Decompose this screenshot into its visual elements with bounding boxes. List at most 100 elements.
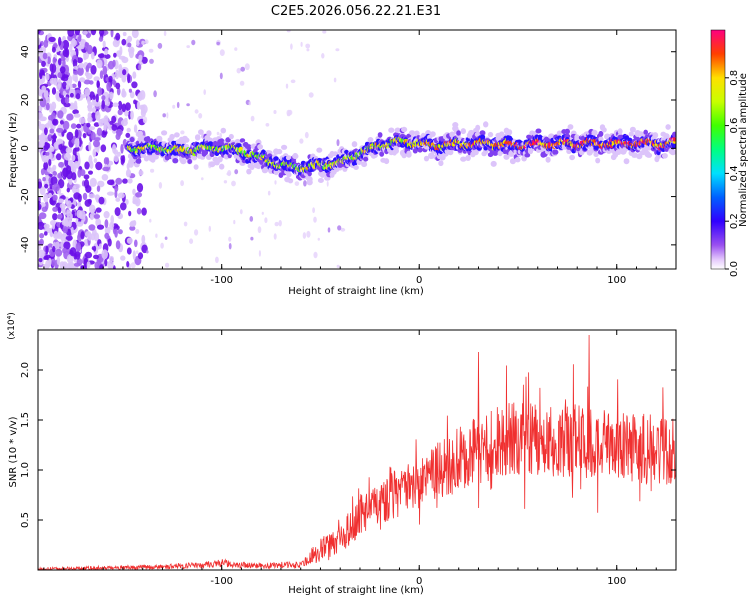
noise-speckle: [43, 39, 49, 48]
noise-speckle: [216, 41, 220, 46]
ridge-cell: [406, 133, 412, 139]
noise-speckle: [183, 221, 188, 227]
noise-speckle: [73, 113, 81, 118]
y-tick-label: -20: [20, 188, 31, 204]
ridge-cell: [180, 158, 187, 165]
noise-speckle: [62, 48, 69, 58]
spectrogram-heatmap: [38, 30, 676, 269]
noise-speckle: [97, 53, 105, 59]
noise-speckle: [87, 101, 93, 110]
ridge-cell: [401, 126, 408, 133]
noise-speckle: [62, 120, 70, 130]
noise-speckle: [118, 100, 123, 111]
ridge-cell: [465, 155, 471, 161]
noise-speckle: [101, 249, 108, 260]
noise-speckle: [57, 72, 63, 79]
ridge-cell: [401, 151, 407, 159]
noise-speckle: [219, 49, 225, 56]
noise-speckle: [121, 90, 127, 98]
chart-title: C2E5.2026.056.22.21.E31: [271, 4, 441, 19]
noise-speckle: [257, 226, 262, 234]
noise-speckle: [57, 110, 64, 119]
noise-speckle: [95, 207, 102, 213]
noise-speckle: [41, 85, 47, 93]
noise-speckle: [186, 103, 190, 107]
noise-speckle: [43, 90, 49, 99]
noise-speckle: [93, 214, 101, 219]
noise-speckle: [48, 36, 56, 43]
y-tick-label: 2.0: [20, 362, 31, 378]
noise-speckle: [100, 144, 107, 153]
noise-speckle: [131, 30, 139, 39]
noise-speckle: [66, 187, 71, 193]
ridge-cell: [174, 132, 180, 138]
noise-speckle: [149, 218, 152, 223]
noise-speckle: [89, 126, 95, 131]
ridge-cell: [169, 133, 175, 140]
noise-speckle: [49, 128, 55, 134]
noise-speckle: [72, 73, 78, 82]
ridge-cell: [292, 152, 298, 159]
ridge-cell: [220, 127, 227, 134]
snr-ylabel: SNR (10 * v/v): [8, 416, 19, 487]
noise-speckle: [172, 104, 176, 109]
ridge-cell: [417, 147, 423, 153]
noise-speckle: [95, 110, 101, 121]
noise-speckle: [56, 256, 61, 266]
noise-speckle: [50, 112, 56, 120]
noise-speckle: [122, 178, 128, 184]
noise-speckle: [158, 182, 163, 189]
ridge-cell: [219, 163, 225, 170]
noise-speckle: [102, 166, 110, 172]
ridge-cell: [183, 137, 190, 143]
noise-speckle: [290, 43, 293, 50]
noise-speckle: [336, 139, 340, 147]
noise-speckle: [56, 214, 63, 220]
noise-speckle: [337, 225, 342, 231]
noise-speckle: [96, 185, 101, 192]
colorbar-label: Normalized spectral amplitude: [738, 73, 749, 227]
spectrogram-xlabel: Height of straight line (km): [288, 286, 424, 297]
noise-speckle: [67, 159, 74, 167]
noise-speckle: [115, 129, 123, 136]
noise-speckle: [137, 92, 143, 102]
noise-speckle: [155, 233, 158, 238]
noise-speckle: [57, 198, 64, 203]
noise-speckle: [40, 168, 45, 176]
noise-speckle: [153, 90, 157, 98]
noise-speckle: [117, 192, 125, 199]
noise-speckle: [127, 46, 135, 54]
noise-speckle: [189, 238, 194, 244]
ridge-cell: [281, 144, 288, 150]
noise-speckle: [62, 232, 67, 238]
noise-speckle: [125, 132, 131, 138]
ridge-cell: [351, 141, 358, 148]
ridge-cell: [388, 127, 395, 133]
noise-speckle: [60, 56, 66, 62]
ridge-cell: [406, 150, 412, 156]
noise-speckle: [93, 245, 97, 252]
ridge-cell: [601, 127, 607, 133]
noise-speckle: [93, 122, 100, 127]
ridge-cell: [487, 131, 494, 138]
noise-speckle: [88, 204, 96, 214]
noise-speckle: [97, 86, 103, 96]
noise-speckle: [75, 242, 82, 252]
noise-speckle: [66, 200, 72, 209]
noise-speckle: [113, 225, 120, 231]
noise-speckle: [98, 196, 105, 205]
noise-speckle: [39, 212, 47, 220]
noise-speckle: [111, 79, 116, 85]
ridge-cell: [553, 149, 559, 155]
noise-speckle: [90, 215, 94, 221]
noise-speckle: [123, 117, 128, 123]
noise-speckle: [112, 144, 117, 154]
noise-speckle: [308, 92, 314, 98]
noise-speckle: [43, 142, 51, 150]
noise-speckle: [57, 207, 62, 214]
ridge-cell: [191, 154, 198, 161]
noise-speckle: [52, 213, 58, 221]
noise-speckle: [38, 249, 45, 259]
noise-speckle: [121, 38, 127, 46]
noise-speckle: [99, 264, 104, 269]
